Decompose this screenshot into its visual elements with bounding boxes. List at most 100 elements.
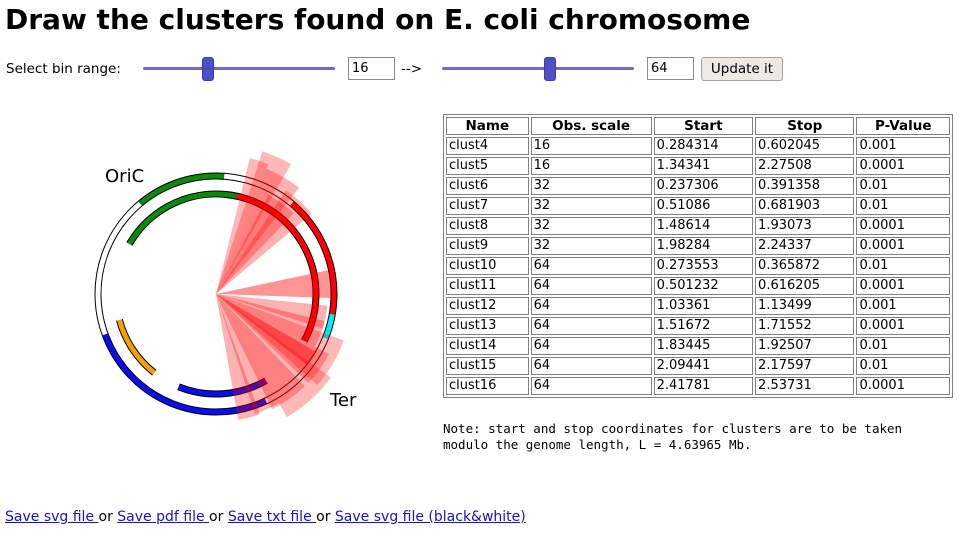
cell-stop: 1.93073	[755, 217, 855, 235]
cell-stop: 0.681903	[755, 197, 855, 215]
inner-ring-outline	[116, 320, 153, 376]
cell-obs-scale: 32	[530, 177, 652, 195]
table-row: clust15 64 2.09441 2.17597 0.01	[446, 357, 950, 375]
inner-ring-outline	[121, 318, 157, 371]
outer-ring-base	[95, 201, 143, 336]
bin-to-slider-track[interactable]	[442, 67, 634, 70]
cluster-sector	[216, 294, 260, 421]
cell-stop: 0.616205	[755, 277, 855, 295]
cell-start: 0.51086	[653, 197, 754, 215]
cell-p-value: 0.01	[856, 197, 950, 215]
inner-ring-outline	[179, 377, 265, 392]
save-txt-link[interactable]: Save txt file	[227, 509, 317, 525]
outer-ring-green-segment	[138, 173, 225, 206]
cell-name: clust11	[446, 277, 529, 295]
cell-p-value: 0.01	[856, 257, 950, 275]
column-header-p-value: P-Value	[856, 117, 950, 135]
outer-ring-red-segment	[289, 201, 337, 316]
genome-length-note: Note: start and stop coordinates for clu…	[443, 421, 903, 452]
outer-ring-blue-segment	[102, 333, 268, 415]
cell-stop: 2.24337	[755, 237, 855, 255]
cell-obs-scale: 16	[530, 157, 652, 175]
bin-to-slider-thumb[interactable]	[543, 57, 556, 81]
or-separator: or	[316, 509, 335, 525]
cell-obs-scale: 32	[530, 217, 652, 235]
inner-ring-orange-segment	[116, 319, 157, 376]
range-arrow: -->	[401, 61, 423, 77]
cell-p-value: 0.001	[856, 137, 950, 155]
cell-p-value: 0.0001	[856, 277, 950, 295]
inner-ring-red-segment	[224, 191, 319, 343]
cell-p-value: 0.01	[856, 337, 950, 355]
select-bin-range-label: Select bin range:	[6, 61, 121, 77]
cell-p-value: 0.0001	[856, 317, 950, 335]
table-row: clust4 16 0.284314 0.602045 0.001	[446, 137, 950, 155]
cell-start: 2.09441	[653, 357, 754, 375]
cell-name: clust14	[446, 337, 529, 355]
cell-stop: 2.17597	[755, 357, 855, 375]
bin-to-slider[interactable]	[442, 57, 634, 81]
save-svg-link[interactable]: Save svg file	[5, 509, 99, 525]
cell-p-value: 0.0001	[856, 237, 950, 255]
column-header-stop: Stop	[755, 117, 855, 135]
cell-start: 0.284314	[653, 137, 754, 155]
cell-start: 1.48614	[653, 217, 754, 235]
table-row: clust7 32 0.51086 0.681903 0.01	[446, 197, 950, 215]
save-svg-bw-link[interactable]: Save svg file (black&white)	[334, 509, 526, 525]
cluster-sector	[216, 270, 332, 299]
cell-obs-scale: 32	[530, 197, 652, 215]
cell-obs-scale: 64	[530, 317, 652, 335]
cell-p-value: 0.001	[856, 297, 950, 315]
cluster-sector	[216, 190, 312, 294]
column-header-obs-scale: Obs. scale	[530, 117, 652, 135]
cluster-sector	[216, 151, 291, 294]
cell-obs-scale: 64	[530, 297, 652, 315]
bin-from-input[interactable]	[348, 57, 395, 80]
inner-ring-outline	[224, 190, 320, 343]
cell-obs-scale: 64	[530, 377, 652, 395]
cell-stop: 1.92507	[755, 337, 855, 355]
cell-stop: 1.13499	[755, 297, 855, 315]
cluster-sector	[216, 294, 325, 347]
cluster-sector	[216, 294, 279, 414]
cell-start: 1.03361	[653, 297, 754, 315]
outer-ring-outline	[94, 172, 338, 416]
cell-p-value: 0.0001	[856, 157, 950, 175]
cluster-sector	[216, 294, 328, 329]
cell-p-value: 0.0001	[856, 377, 950, 395]
inner-ring-outline	[126, 190, 238, 243]
cell-stop: 0.391358	[755, 177, 855, 195]
or-separator: or	[98, 509, 118, 525]
cell-obs-scale: 64	[530, 357, 652, 375]
cell-start: 1.98284	[653, 237, 754, 255]
bin-to-input[interactable]	[647, 57, 694, 80]
table-row: clust10 64 0.273553 0.365872 0.01	[446, 257, 950, 275]
cell-name: clust9	[446, 237, 529, 255]
inner-ring-green-segment	[126, 191, 238, 246]
inner-ring-blue-segment	[177, 377, 268, 397]
cell-name: clust13	[446, 317, 529, 335]
cell-name: clust7	[446, 197, 529, 215]
table-header-row: Name Obs. scale Start Stop P-Value	[446, 117, 950, 135]
bin-from-slider[interactable]	[143, 57, 335, 81]
cell-p-value: 0.01	[856, 177, 950, 195]
bin-from-slider-thumb[interactable]	[202, 57, 215, 81]
ter-label: Ter	[329, 390, 357, 411]
table-row: clust8 32 1.48614 1.93073 0.0001	[446, 217, 950, 235]
bin-from-slider-track[interactable]	[143, 67, 335, 70]
cell-name: clust16	[446, 377, 529, 395]
inner-ring-outline	[224, 196, 314, 340]
cluster-sector	[216, 294, 344, 385]
outer-ring-outline	[100, 178, 332, 410]
cell-name: clust10	[446, 257, 529, 275]
inner-ring-outline	[177, 382, 268, 398]
cluster-sector	[216, 195, 294, 294]
update-button[interactable]: Update it	[701, 57, 783, 81]
cluster-sector	[216, 294, 305, 410]
cell-start: 0.501232	[653, 277, 754, 295]
cell-p-value: 0.01	[856, 357, 950, 375]
save-pdf-link[interactable]: Save pdf file	[117, 509, 210, 525]
cell-obs-scale: 32	[530, 237, 652, 255]
cluster-sector	[216, 294, 330, 383]
cell-name: clust8	[446, 217, 529, 235]
